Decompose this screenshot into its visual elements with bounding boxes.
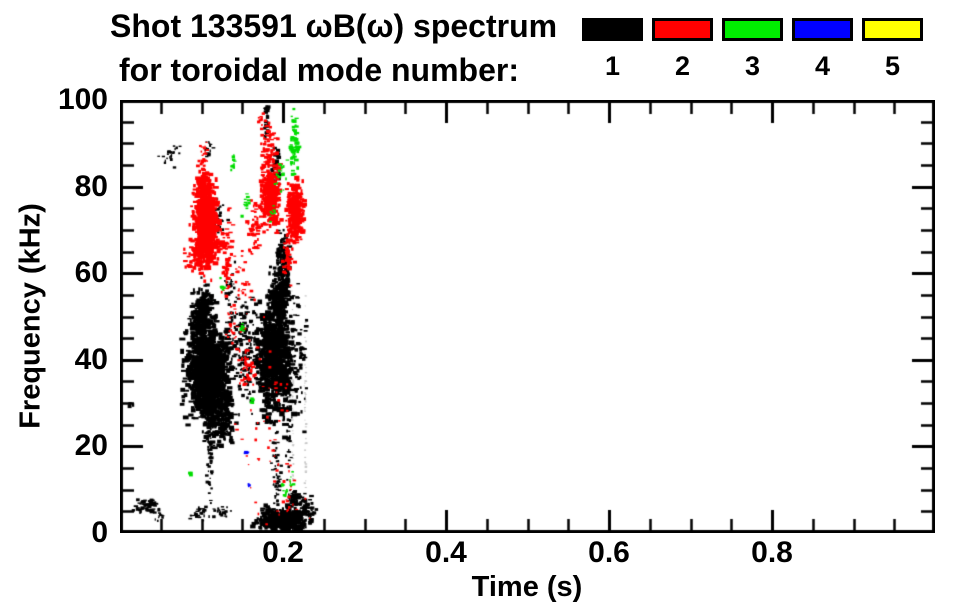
y-tick-label: 40	[74, 342, 108, 376]
legend-swatch	[792, 18, 853, 41]
x-tick-label: 0.4	[425, 536, 467, 569]
legend-swatch	[722, 18, 783, 41]
plot-area	[120, 100, 935, 533]
y-tick-label: 80	[74, 169, 108, 203]
legend-item-1: 1	[582, 18, 643, 80]
legend-item-3: 3	[722, 18, 783, 80]
legend-swatch	[582, 18, 643, 41]
legend-mode-label: 4	[814, 51, 831, 81]
legend-item-4: 4	[792, 18, 853, 80]
y-axis-label: Frequency (kHz)	[14, 203, 47, 429]
x-axis-label: Time (s)	[471, 571, 583, 603]
legend-swatch	[862, 18, 923, 41]
legend-item-5: 5	[862, 18, 923, 80]
y-tick-label: 0	[91, 516, 108, 549]
legend-item-2: 2	[652, 18, 713, 80]
x-tick-label: 0.6	[588, 536, 630, 569]
legend-mode-label: 1	[604, 51, 621, 81]
x-tick-label: 0.8	[751, 536, 793, 569]
legend: 1 2 3 4 5	[582, 18, 923, 80]
x-tick-label: 0.2	[262, 536, 304, 569]
y-tick-label: 60	[74, 256, 108, 290]
chart-title: Shot 133591 ωB(ω) spectrum	[110, 8, 558, 44]
legend-mode-label: 3	[744, 51, 761, 81]
legend-mode-label: 2	[674, 51, 691, 81]
legend-swatch	[652, 18, 713, 41]
y-tick-label: 100	[57, 83, 108, 116]
y-tick-label: 20	[74, 429, 108, 463]
chart-subtitle: for toroidal mode number:	[119, 52, 519, 88]
legend-mode-label: 5	[884, 51, 901, 81]
